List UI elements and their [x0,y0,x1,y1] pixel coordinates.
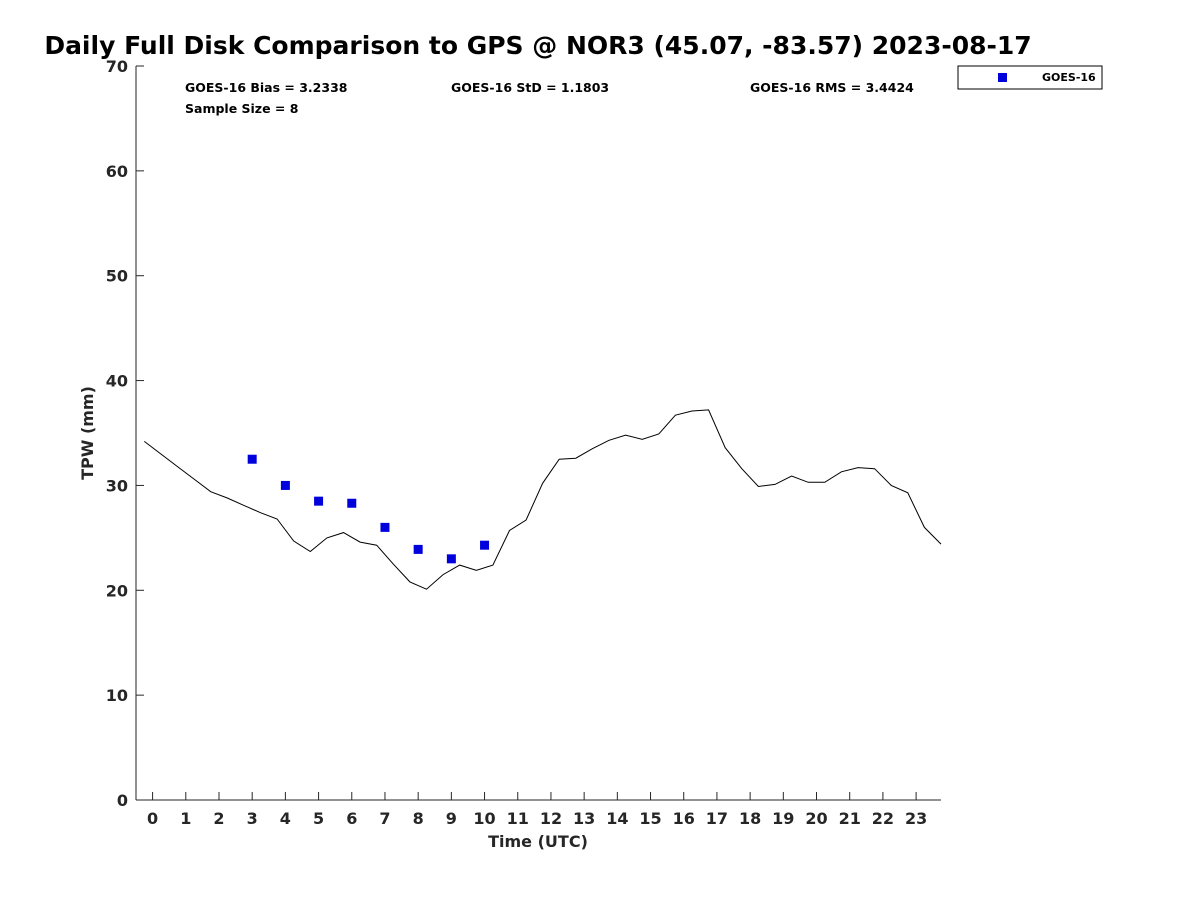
rms-stat: GOES-16 RMS = 3.4424 [750,80,914,95]
goes16-point [446,554,456,564]
legend: GOES-16 [957,65,1103,90]
chart-title: Daily Full Disk Comparison to GPS @ NOR3… [44,31,1031,60]
x-tick-label: 14 [606,809,628,828]
x-tick-label: 11 [507,809,529,828]
x-tick-label: 23 [905,809,927,828]
goes16-point [480,540,490,550]
x-tick-label: 3 [247,809,258,828]
plot-area [143,409,942,590]
std-stat: GOES-16 StD = 1.1803 [451,80,609,95]
x-tick-label: 13 [573,809,595,828]
x-tick-label: 5 [313,809,324,828]
x-tick-label: 18 [739,809,761,828]
goes16-point [413,544,423,554]
legend-marker [998,73,1007,82]
x-tick-label: 12 [540,809,562,828]
legend-label-goes16: GOES-16 [1042,71,1096,84]
y-tick-label: 20 [106,581,128,600]
y-axis-label: TPW (mm) [78,386,97,480]
x-tick-label: 19 [772,809,794,828]
x-tick-label: 6 [346,809,357,828]
gps-tpw-line [143,409,942,590]
x-tick-label: 9 [446,809,457,828]
x-tick-label: 22 [872,809,894,828]
y-tick-label: 0 [117,791,128,810]
x-tick-label: 4 [280,809,291,828]
x-tick-label: 10 [473,809,495,828]
goes16-point [380,522,390,532]
x-tick-label: 2 [213,809,224,828]
y-tick-label: 60 [106,162,128,181]
goes16-point [314,496,324,506]
goes16-point [347,498,357,508]
legend-box [957,65,1103,90]
x-tick-label: 1 [180,809,191,828]
y-tick-label: 50 [106,267,128,286]
goes16-point [280,480,290,490]
y-tick-label: 40 [106,372,128,391]
x-tick-label: 15 [639,809,661,828]
bias-stat: GOES-16 Bias = 3.2338 [185,80,347,95]
x-tick-label: 20 [805,809,827,828]
x-tick-label: 8 [413,809,424,828]
x-axis-label: Time (UTC) [488,832,588,851]
y-tick-label: 10 [106,686,128,705]
y-tick-label: 70 [106,57,128,76]
x-tick-label: 17 [706,809,728,828]
x-tick-label: 7 [379,809,390,828]
y-tick-label: 30 [106,476,128,495]
x-tick-label: 21 [839,809,861,828]
x-tick-label: 16 [673,809,695,828]
x-tick-label: 0 [147,809,158,828]
goes16-point [247,454,257,464]
sample-size-stat: Sample Size = 8 [185,101,298,116]
